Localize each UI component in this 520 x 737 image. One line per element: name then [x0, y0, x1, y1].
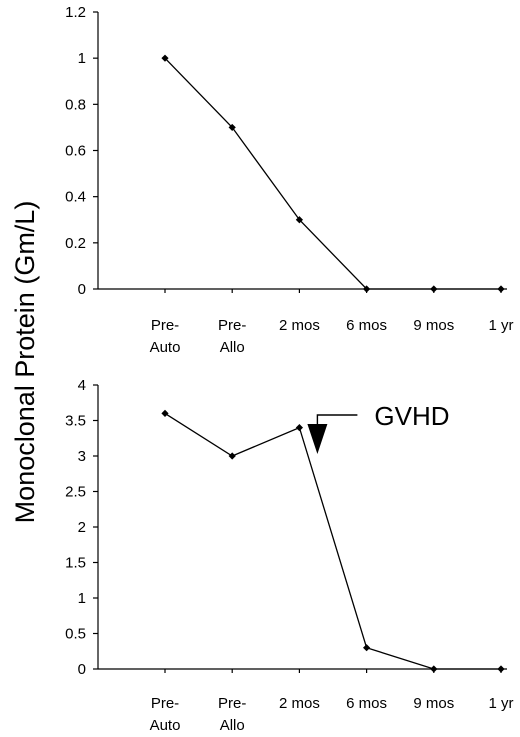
- y-tick-label: 1.2: [65, 4, 86, 21]
- x-tick-label: Allo: [220, 339, 245, 356]
- x-tick-label: Auto: [150, 339, 181, 356]
- data-point: [497, 285, 505, 293]
- series-line: [164, 57, 501, 290]
- x-tick-label: Pre-: [151, 317, 179, 334]
- data-point: [161, 54, 169, 62]
- x-tick-label: Auto: [150, 717, 181, 734]
- x-tick-label: 2 mos: [279, 317, 320, 334]
- y-tick-label: 0.2: [65, 235, 86, 252]
- y-tick-label: 4: [78, 377, 86, 394]
- y-tick-label: 1.5: [65, 555, 86, 572]
- data-point: [430, 665, 438, 673]
- chart-top: 0 0.2 0.4 0.6 0.8 1 1.2 Pre- Auto Pre- Allo 2 mos 6 …: [65, 4, 513, 356]
- annotation-arrow: [307, 424, 328, 454]
- y-tick-label: 1: [78, 50, 86, 67]
- y-tick-label: 2.5: [65, 484, 86, 501]
- x-tick-label: Pre-: [218, 695, 246, 712]
- y-tick-label: 3.5: [65, 413, 86, 430]
- y-tick-label: 0: [78, 661, 86, 678]
- x-tick-label: 9 mos: [413, 317, 454, 334]
- annotation-leader: [316, 414, 358, 424]
- annotation-label: GVHD: [374, 401, 449, 431]
- y-tick-label: 0.5: [65, 626, 86, 643]
- y-tick-label: 0.4: [65, 189, 86, 206]
- x-tick-label: 6 mos: [346, 695, 387, 712]
- data-point: [228, 452, 236, 460]
- data-point: [363, 285, 371, 293]
- data-point: [228, 123, 236, 132]
- x-tick-label: 6 mos: [346, 317, 387, 334]
- x-tick-label: 1 yr: [488, 317, 513, 334]
- data-point: [161, 409, 169, 417]
- y-tick-label: 0: [78, 281, 86, 298]
- data-point: [295, 216, 303, 224]
- y-tick-label: 2: [78, 519, 86, 536]
- data-point: [430, 285, 438, 293]
- chart-bottom: 0 0.5 1 1.5 2 2.5 3 3.5 4 Pre- Auto Pre- Allo 2 mos 6 …: [65, 377, 513, 734]
- x-tick-label: Pre-: [218, 317, 246, 334]
- x-tick-label: 9 mos: [413, 695, 454, 712]
- x-tick-label: Pre-: [151, 695, 179, 712]
- y-tick-label: 3: [78, 448, 86, 465]
- y-tick-label: 0.6: [65, 143, 86, 160]
- y-tick-label: 0.8: [65, 96, 86, 113]
- x-tick-label: 2 mos: [279, 695, 320, 712]
- data-point: [363, 644, 371, 652]
- x-tick-label: 1 yr: [488, 695, 513, 712]
- series-line: [164, 412, 501, 670]
- y-tick-label: 1: [78, 590, 86, 607]
- data-point: [497, 665, 505, 673]
- x-tick-label: Allo: [220, 717, 245, 734]
- y-axis-title: Monoclonal Protein (Gm/L): [10, 201, 40, 524]
- data-point: [295, 424, 303, 432]
